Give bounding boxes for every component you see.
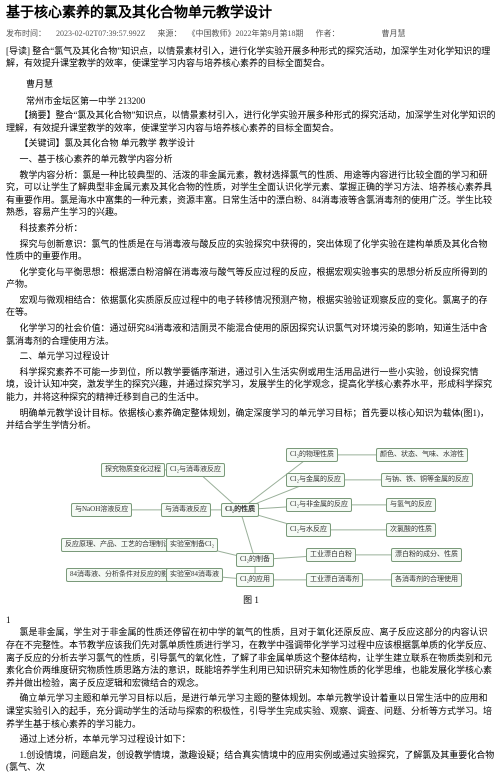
sec1-p3: 探究与创新意识：氯气的性质是在与消毒液与酸反应的实验探究中获得的，突出体现了化学… — [6, 238, 496, 263]
sec1-p5: 宏观与微观相结合：依据氯化实质原反应过程中的电子转移情况预测产物，根据实验验证观… — [6, 294, 496, 319]
author-label: 作者： — [316, 29, 340, 38]
body2-p1: 氯是非金属，学生对于非金属的性质还停留在初中学的氧气的性质，且对于氧化还原反应、… — [6, 626, 496, 689]
source-label: 来源： — [158, 29, 182, 38]
page-title: 基于核心素养的氯及其化合物单元教学设计 — [6, 4, 496, 24]
sec1-p1: 教学内容分析：氯是一种比较典型的、活泼的非金属元素，教材选择氯气的性质、用途等内… — [6, 169, 496, 219]
diagram-node: 探究物质变化过程 — [101, 463, 165, 477]
diagram-node: 与NaOH溶液反应 — [71, 503, 132, 517]
pubtime: 2023-02-02T07:39:57.992Z — [56, 29, 146, 38]
diagram-node: Cl₂的应用 — [236, 573, 274, 587]
diagram-node: 与氢气的反应 — [386, 498, 436, 512]
body2-p4: 1.创设情境，问题启发，创设教学情境，激趣设疑；结合真实情境中的应用实例或通过实… — [6, 749, 496, 774]
sec1-p6: 化学学习的社会价值：通过研究84消毒液和洁厕灵不能混合使用的原因探究认识氯气对环… — [6, 322, 496, 347]
diagram-node: 漂白粉的成分、性质 — [391, 548, 462, 562]
intro: [导读] 整合“氯气及其化合物”知识点，以情景素材引入，进行化学实验开展多种形式… — [6, 45, 496, 70]
diagram-node: Cl₂与消毒液反应 — [166, 463, 225, 477]
sec2-p2: 明确单元教学设计目标。依据核心素养确定整体规划，确定深度学习的单元学习目标；首先… — [6, 407, 496, 432]
keywords: 【关键词】氯及其化合物 单元教学 教学设计 — [6, 137, 496, 150]
author-meta: 曹月慧 — [382, 29, 406, 38]
source: 《中国教师》2022年第9月第18期 — [192, 29, 304, 38]
diagram-node: 与钠、铁、铜等金属的反应 — [381, 473, 473, 487]
diagram-node: Cl₂的制备 — [236, 553, 274, 567]
sec2-title: 二、单元学习过程设计 — [6, 350, 496, 363]
body2-p3: 通过上述分析，本单元学习过程设计如下： — [6, 733, 496, 746]
author-block: 曹月慧 — [26, 78, 496, 91]
sec1-title: 一、基于核心素养的单元教学内容分析 — [6, 153, 496, 166]
diagram-node: Cl₂的物理性质 — [286, 448, 338, 462]
page-number: 1 — [6, 614, 11, 627]
sec1-p2: 科技素养分析： — [6, 222, 496, 235]
body2-p2: 确立单元学习主题和单元学习目标以后，是进行单元学习主题的整体规划。本单元教学设计… — [6, 692, 496, 730]
diagram-node: 84消毒液、分析条件对反应的影响 — [66, 568, 179, 582]
diagram-node: 实验室84消毒液 — [166, 568, 223, 582]
diagram-node: 工业漂白消毒剂 — [306, 573, 363, 587]
diagram-node: 反应原理、产品、工艺的合理制试 — [61, 538, 174, 552]
diagram-node: Cl₂与非金属的反应 — [286, 498, 352, 512]
diagram-node: 工业漂白白粉 — [306, 548, 356, 562]
abstract-label: 【摘要】 — [20, 110, 56, 120]
sec1-p4: 化学变化与平衡思想：根据漂白粉溶解在消毒液与酸气等反应过程的反应，根据宏观实验事… — [6, 266, 496, 291]
abstract: 【摘要】整合“氯及其化合物”知识点，以情景素材引入，进行化学实验开展多种形式的探… — [6, 109, 496, 134]
diagram-node: 与消毒液反应 — [161, 503, 211, 517]
affiliation: 常州市金坛区第一中学 213200 — [26, 95, 496, 108]
diagram-node: 颜色、状态、气味、水溶性 — [376, 448, 468, 462]
abstract-text: 整合“氯及其化合物”知识点，以情景素材引入，进行化学实验开展多种形式的探究活动，… — [6, 110, 496, 133]
meta-line: 发布时间： 2023-02-02T07:39:57.992Z 来源： 《中国教师》2… — [6, 28, 496, 39]
diagram-node: 实验室制备Cl₂ — [166, 538, 218, 552]
diagram-node: Cl₂与水反应 — [286, 523, 331, 537]
diagram: Cl₂的性质 Cl₂的物理性质 颜色、状态、气味、水溶性 Cl₂与金属的反应 与钠、铁、… — [6, 438, 496, 588]
pubtime-label: 发布时间： — [6, 29, 46, 38]
keywords-label: 【关键词】 — [20, 138, 65, 148]
figure-caption: 图 1 — [6, 594, 496, 607]
diagram-node: Cl₂与金属的反应 — [286, 473, 345, 487]
diagram-node: Cl₂的性质 — [221, 503, 259, 517]
sec2-p1: 科学探究素养不可能一步到位，所以教学要循序渐进，通过引入生活实例或用生活用品进行… — [6, 366, 496, 404]
keywords-text: 氯及其化合物 单元教学 教学设计 — [65, 138, 196, 148]
diagram-node: 各消毒剂的合理使用 — [391, 573, 462, 587]
diagram-node: 次氯酸的性质 — [386, 523, 436, 537]
